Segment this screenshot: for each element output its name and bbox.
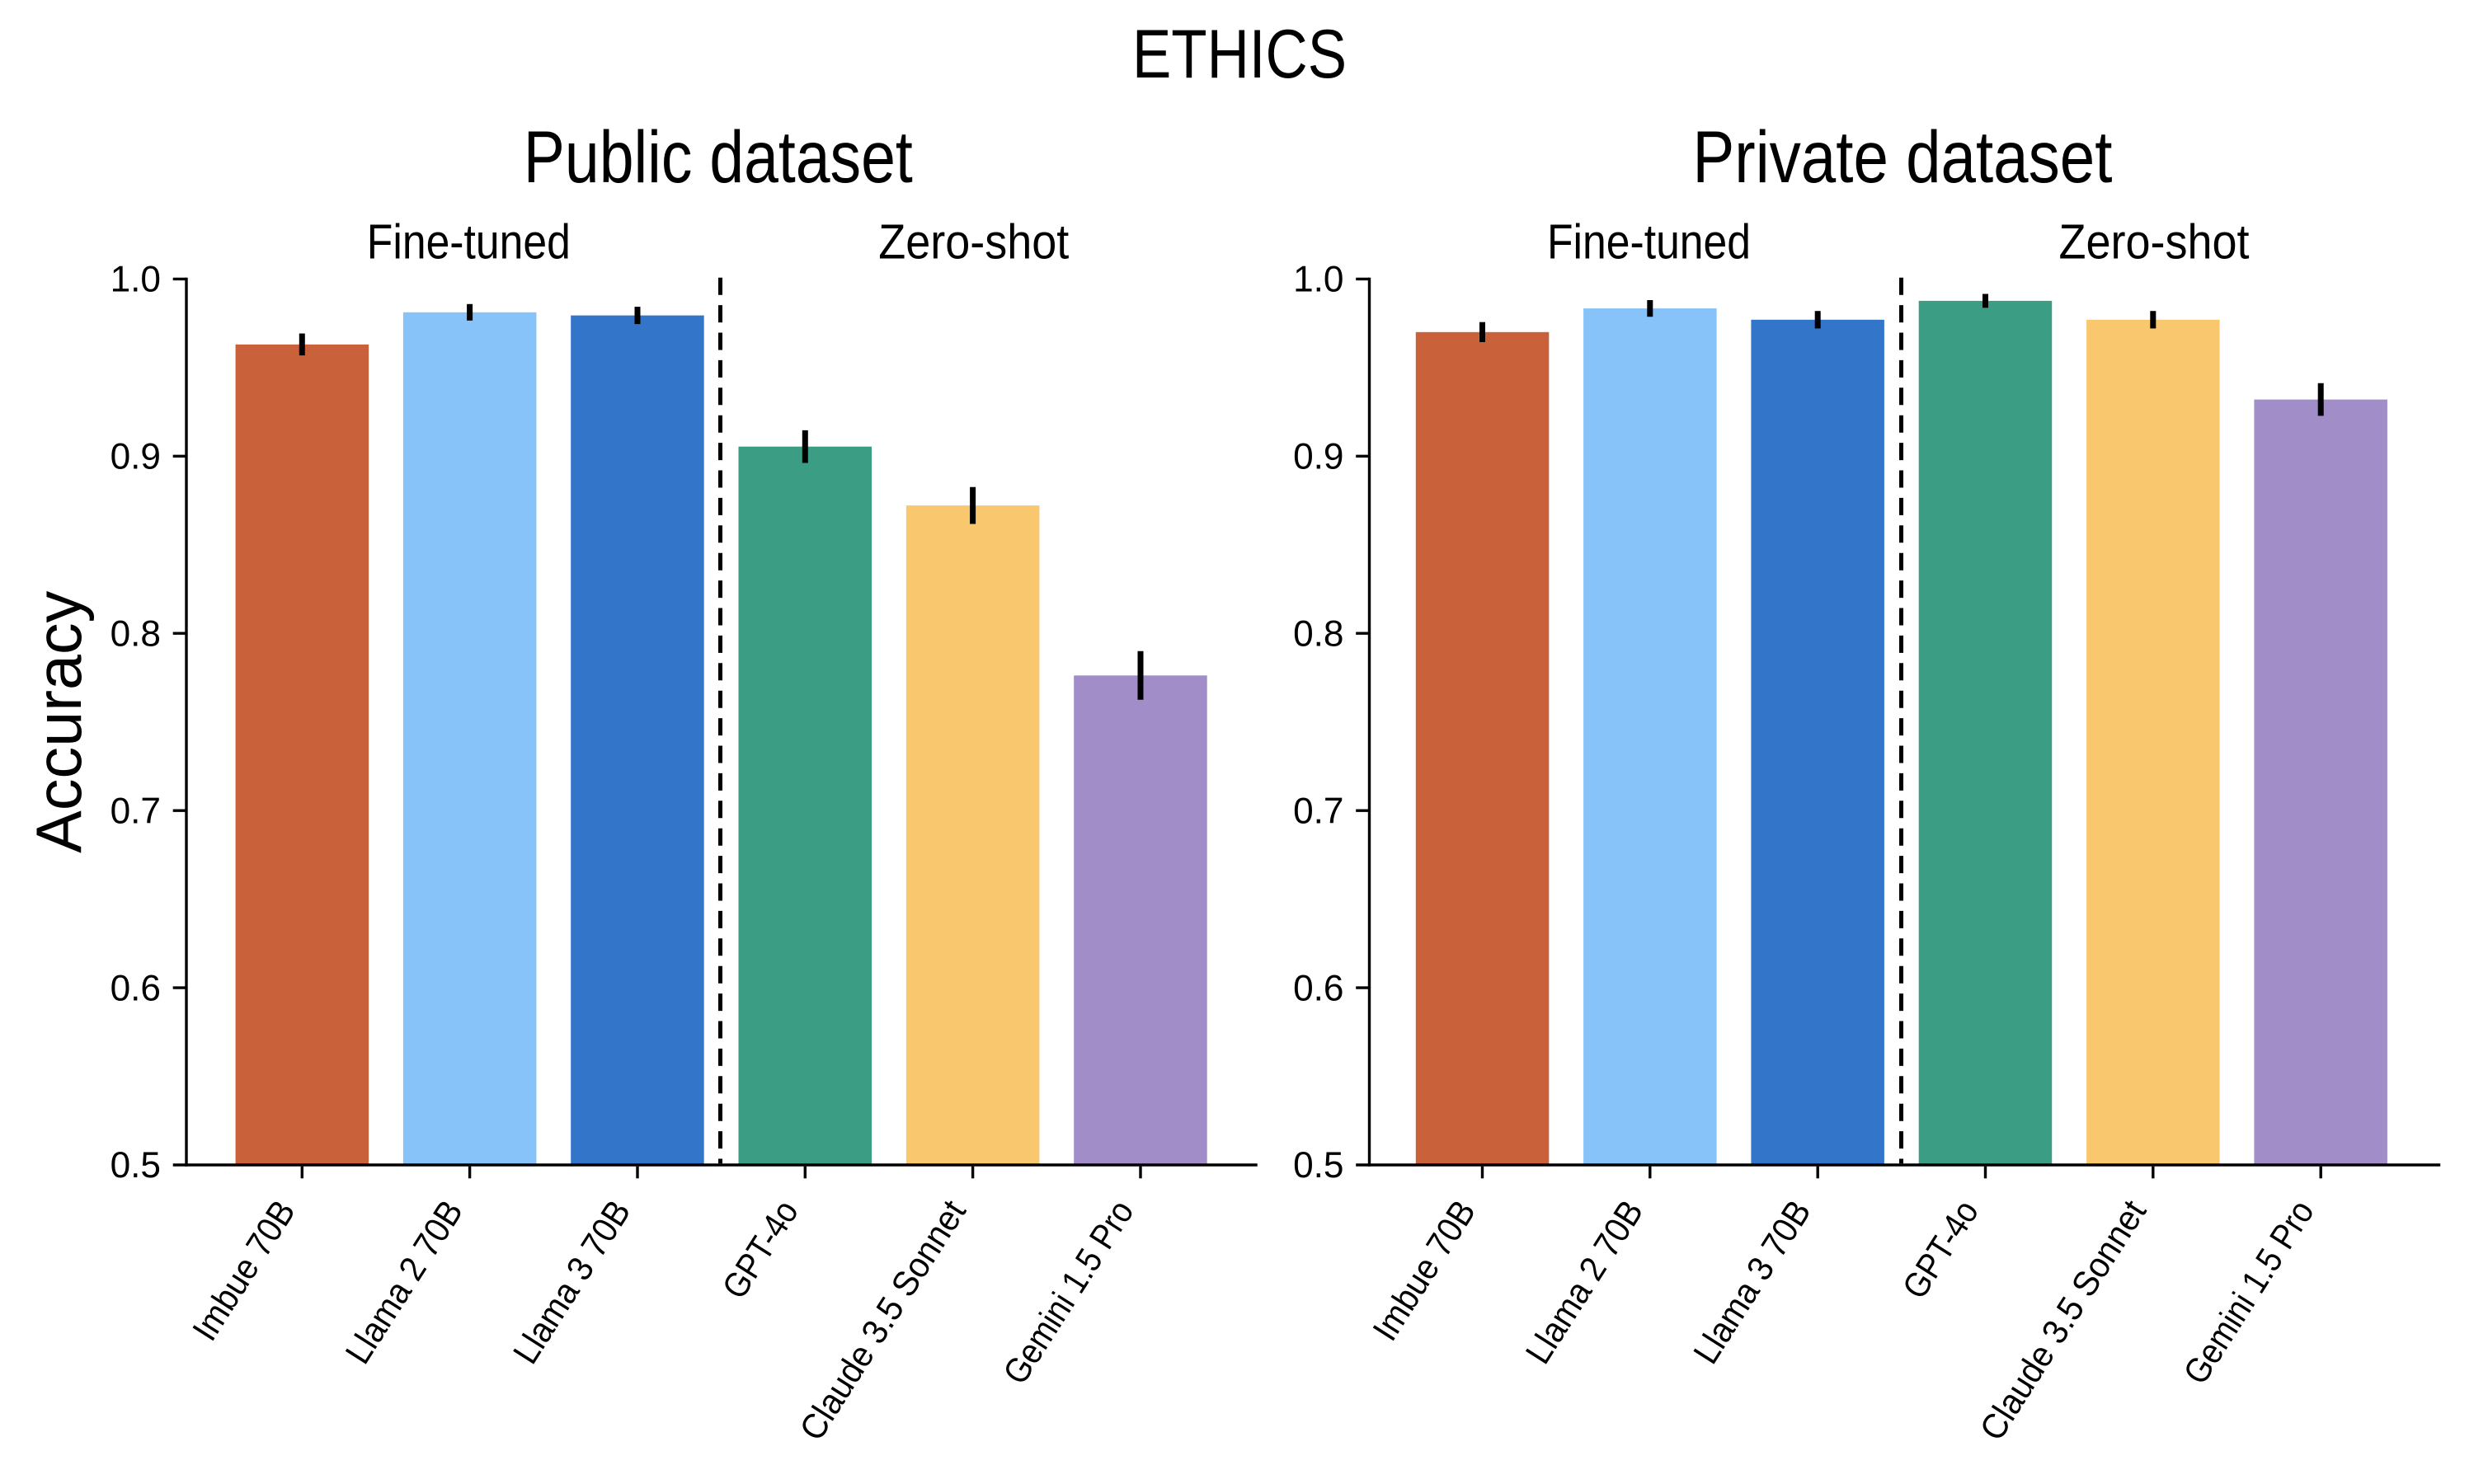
svg-text:0.6: 0.6 [111,968,161,1008]
svg-text:ETHICS: ETHICS [1132,15,1347,92]
svg-text:0.7: 0.7 [111,791,161,831]
svg-text:0.9: 0.9 [1293,437,1343,477]
svg-text:Zero-shot: Zero-shot [2059,214,2250,270]
svg-text:0.8: 0.8 [111,613,161,654]
svg-text:0.8: 0.8 [1293,613,1343,654]
svg-text:Zero-shot: Zero-shot [878,214,1069,270]
svg-text:0.7: 0.7 [1293,791,1343,831]
svg-text:Public dataset: Public dataset [524,115,913,198]
svg-text:Accuracy: Accuracy [24,591,95,853]
svg-text:0.9: 0.9 [111,437,161,477]
svg-text:0.5: 0.5 [1293,1145,1343,1186]
svg-text:1.0: 1.0 [1293,260,1343,300]
svg-text:Fine-tuned: Fine-tuned [367,214,571,270]
svg-text:Private dataset: Private dataset [1692,115,2112,198]
svg-text:1.0: 1.0 [111,260,161,300]
svg-text:0.5: 0.5 [111,1145,161,1186]
svg-text:Fine-tuned: Fine-tuned [1547,214,1751,270]
svg-text:0.6: 0.6 [1293,968,1343,1008]
